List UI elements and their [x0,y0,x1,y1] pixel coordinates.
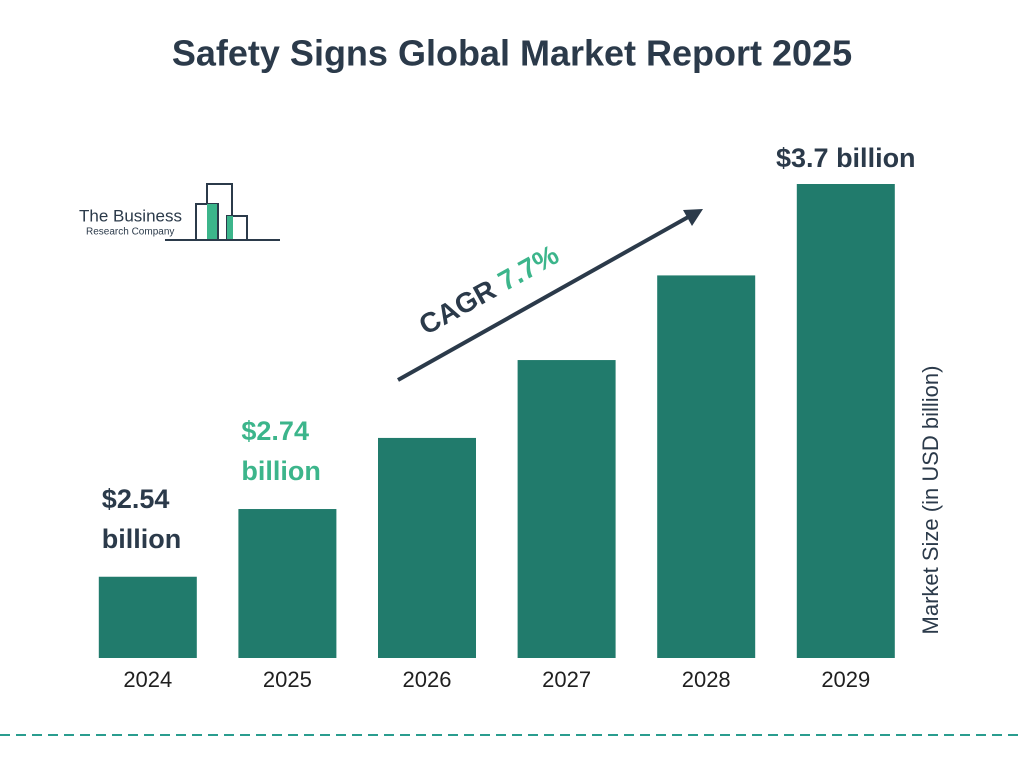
x-tick-label: 2024 [123,667,172,692]
x-tick-label: 2029 [821,667,870,692]
bar [657,275,756,658]
logo: The Business Research Company [79,183,280,241]
bar [238,509,337,658]
bar [517,360,616,658]
logo-subtext: Research Company [86,227,174,238]
bar [378,437,476,658]
logo-text: The Business [79,206,182,225]
value-label: $3.7 billion [776,143,916,173]
value-label: $2.74 billion [241,416,321,487]
cagr-annotation: CAGR7.7% [414,239,564,341]
x-tick-label: 2027 [542,667,591,692]
x-tick-label: 2025 [263,667,312,692]
chart-title: Safety Signs Global Market Report 2025 [172,33,852,74]
cagr-value: 7.7% [493,239,564,297]
x-tick-label: 2028 [682,667,731,692]
cagr-arrow [397,209,703,382]
value-label: $2.54 billion [101,483,182,554]
y-axis-label: Market Size (in USD billion) [918,366,943,635]
x-tick-label: 2026 [403,667,452,692]
bar [796,184,895,658]
bar [98,576,197,658]
